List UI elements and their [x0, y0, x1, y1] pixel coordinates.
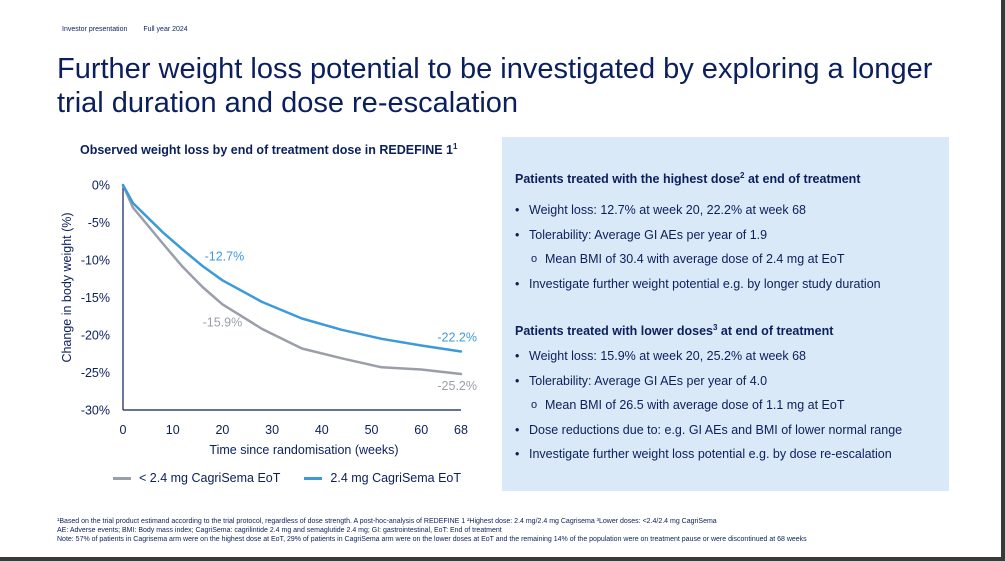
legend-label-lower-dose: < 2.4 mg CagriSema EoT	[139, 471, 281, 485]
y-tick-label: -10%	[81, 254, 110, 268]
x-tick-label: 30	[265, 423, 279, 437]
y-axis-label: Change in body weight (%)	[60, 212, 74, 362]
x-tick-label: 68	[454, 423, 468, 437]
list-sub-item: Mean BMI of 30.4 with average dose of 2.…	[515, 250, 881, 275]
findings-panel: Patients treated with the highest dose2 …	[502, 137, 949, 491]
section-heading-tail: at end of treatment	[744, 172, 861, 187]
list-sub-item: Mean BMI of 26.5 with average dose of 1.…	[515, 396, 902, 421]
y-tick-label: -30%	[81, 404, 110, 418]
presentation-label: Investor presentation	[62, 26, 128, 33]
section-heading-footnote: 2	[740, 171, 745, 180]
y-tick-label: 0%	[92, 179, 110, 193]
weight-loss-chart: 0% -5% -10% -15% -20% -25% -30% 0 10 20 30 40 50 60 68…	[60, 179, 477, 458]
x-tick-label: 0	[120, 423, 127, 437]
section-heading-text: Patients treated with lower doses	[515, 324, 713, 339]
x-tick-label: 40	[315, 423, 329, 437]
data-label: -15.9%	[203, 315, 243, 329]
list-item: Investigate further weight potential e.g…	[515, 275, 881, 300]
x-tick-label: 50	[365, 423, 379, 437]
legend-label-highest-dose: 2.4 mg CagriSema EoT	[330, 471, 461, 485]
section-heading-tail: at end of treatment	[717, 324, 834, 339]
chart-heading-footnote: 1	[453, 142, 458, 151]
chart-heading: Observed weight loss by end of treatment…	[80, 142, 457, 157]
x-tick-label: 20	[215, 423, 229, 437]
chart-legend: < 2.4 mg CagriSema EoT 2.4 mg CagriSema …	[113, 471, 461, 485]
section-heading-text: Patients treated with the highest dose	[515, 172, 741, 187]
x-tick-label: 10	[166, 423, 180, 437]
slide-header: Investor presentation Full year 2024	[62, 26, 202, 33]
period-label: Full year 2024	[143, 26, 188, 33]
y-tick-label: -20%	[81, 329, 110, 343]
list-item: Tolerability: Average GI AEs per year of…	[515, 226, 881, 251]
legend-swatch-lower-dose	[113, 476, 131, 480]
data-label: -25.2%	[437, 379, 477, 393]
list-item: Weight loss: 15.9% at week 20, 25.2% at …	[515, 347, 902, 372]
y-tick-label: -15%	[81, 291, 110, 305]
section-heading-highest-dose: Patients treated with the highest dose2 …	[515, 171, 861, 186]
footnote-line: AE: Adverse events; BMI: Body mass index…	[57, 527, 502, 534]
footnote-line: ¹Based on the trial product estimand acc…	[57, 518, 717, 525]
y-tick-label: -5%	[88, 216, 110, 230]
legend-item-lower-dose: < 2.4 mg CagriSema EoT	[113, 471, 280, 485]
data-label: -12.7%	[205, 249, 245, 263]
footnotes: ¹Based on the trial product estimand acc…	[57, 517, 957, 544]
page-title: Further weight loss potential to be inve…	[57, 53, 933, 119]
series-line-highest-dose	[121, 183, 463, 353]
list-item: Dose reductions due to: e.g. GI AEs and …	[515, 421, 902, 446]
highest-dose-list: Weight loss: 12.7% at week 20, 22.2% at …	[515, 201, 881, 299]
lower-doses-list: Weight loss: 15.9% at week 20, 25.2% at …	[515, 347, 902, 470]
section-heading-footnote: 3	[712, 323, 718, 332]
legend-swatch-highest-dose	[304, 476, 323, 480]
list-item: Weight loss: 12.7% at week 20, 22.2% at …	[515, 201, 881, 226]
x-tick-label: 60	[414, 423, 428, 437]
legend-item-highest-dose: 2.4 mg CagriSema EoT	[304, 471, 461, 485]
series-line-lower-dose	[121, 183, 463, 376]
section-heading-lower-doses: Patients treated with lower doses3 at en…	[515, 323, 833, 338]
list-item: Tolerability: Average GI AEs per year of…	[515, 372, 902, 397]
y-tick-label: -25%	[81, 366, 110, 380]
list-item: Investigate further weight loss potentia…	[515, 445, 902, 470]
footnote-line: Note: 57% of patients in Cagrisema arm w…	[57, 536, 807, 543]
x-axis-label: Time since randomisation (weeks)	[209, 443, 398, 457]
data-label: -22.2%	[437, 331, 477, 345]
chart-heading-text: Observed weight loss by end of treatment…	[80, 143, 453, 158]
